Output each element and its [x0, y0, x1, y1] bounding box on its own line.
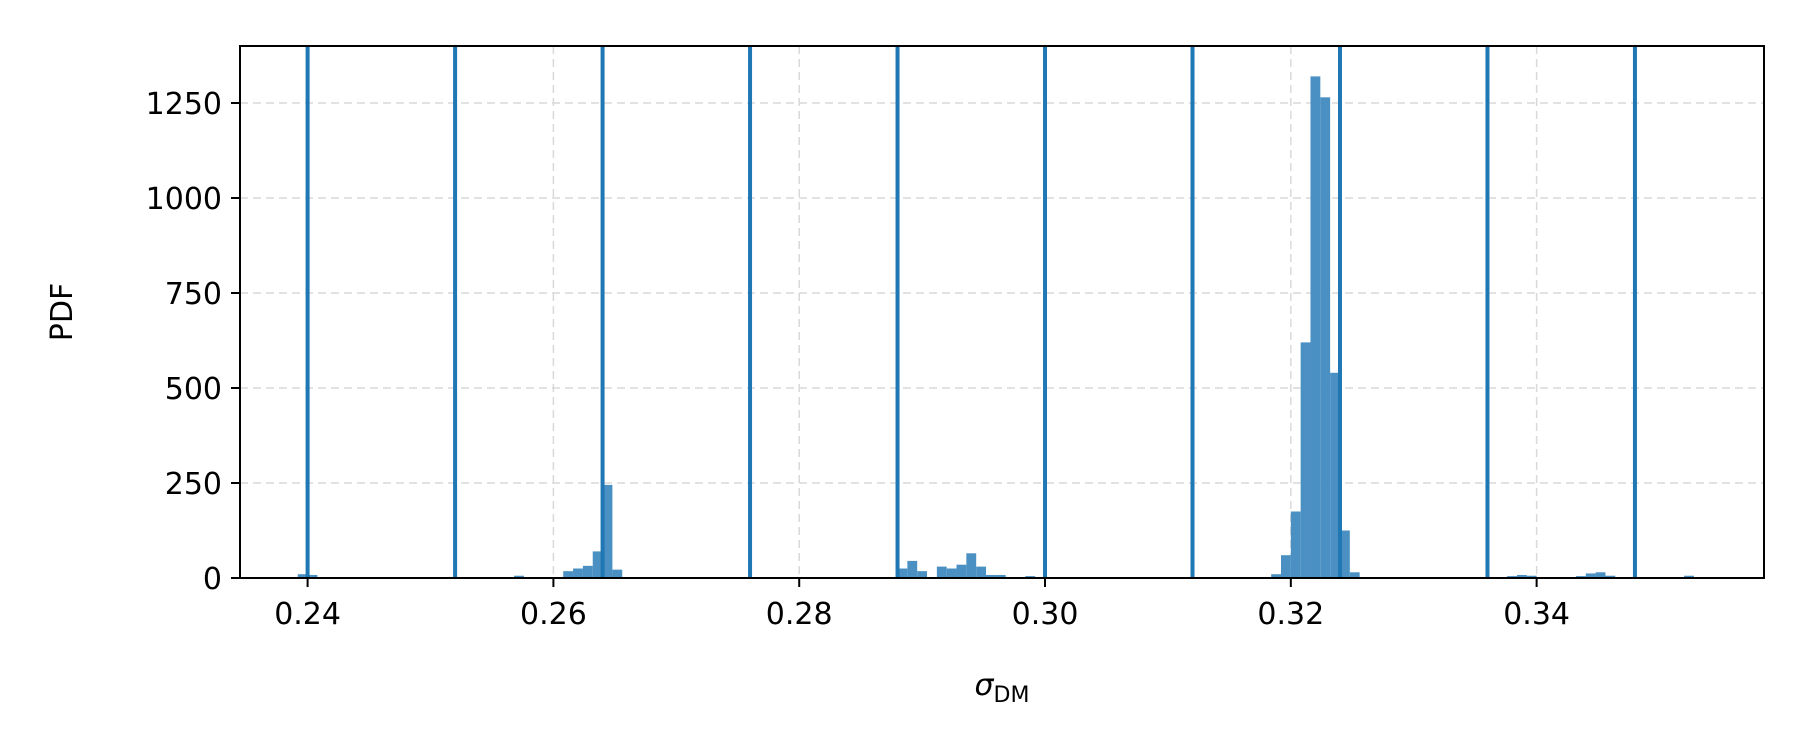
histogram-bar [297, 574, 308, 578]
histogram-bar [1339, 530, 1350, 578]
histogram-bar [1516, 574, 1527, 578]
histogram-bar [1280, 555, 1291, 578]
histogram-bar [1320, 97, 1331, 579]
histogram-bar [1330, 372, 1340, 578]
vertical-lines [305, 46, 1637, 578]
histogram-bar [1684, 575, 1694, 578]
histogram-bar [612, 569, 623, 578]
histogram-bar [976, 566, 987, 578]
histogram-bar [917, 571, 928, 578]
x-axis-label-subscript: DM [994, 683, 1030, 708]
x-tick-label: 0.26 [520, 597, 587, 632]
histogram-bar [592, 551, 603, 578]
histogram-bar [897, 568, 908, 578]
histogram-bar [1271, 574, 1281, 578]
plot-frame [239, 45, 1765, 579]
histogram-bar [1349, 572, 1360, 578]
histogram-bar [1290, 511, 1301, 578]
histogram-bar [514, 575, 524, 578]
y-tick-label: 750 [165, 277, 222, 312]
y-tick-label: 0 [203, 562, 222, 597]
histogram-bars [297, 76, 1694, 579]
x-tick-label: 0.30 [1012, 597, 1079, 632]
x-axis-label-main: σ [975, 668, 995, 703]
x-tick-label: 0.32 [1257, 597, 1324, 632]
y-tick-label: 500 [165, 372, 222, 407]
histogram-bar [946, 568, 957, 578]
histogram-bar [966, 553, 977, 578]
histogram-bar [582, 565, 593, 578]
histogram-bar [1595, 572, 1606, 578]
histogram-bar [907, 560, 918, 578]
histogram-bar [602, 484, 613, 578]
y-axis-label: PDF [45, 283, 80, 341]
y-tick-label: 1250 [146, 87, 222, 122]
x-axis-label: σDM [975, 668, 1030, 708]
histogram-bar [956, 564, 967, 578]
histogram-bar [1310, 76, 1321, 579]
x-tick-label: 0.28 [766, 597, 833, 632]
x-tick-label: 0.34 [1503, 597, 1570, 632]
histogram-bar [1300, 342, 1311, 578]
histogram-bar [307, 574, 318, 578]
axis-ticks: 0.24 0.26 0.28 0.30 0.32 0.34 0 250 500 750 1000 12… [146, 87, 1570, 632]
histogram-bar [986, 574, 996, 578]
histogram-bar [1585, 573, 1596, 578]
histogram-bar [995, 574, 1006, 578]
histogram-bar [1526, 575, 1537, 578]
histogram-bar [573, 568, 583, 578]
histogram-bar [563, 571, 574, 578]
y-tick-label: 1000 [146, 182, 222, 217]
histogram-bar [936, 566, 947, 578]
x-tick-label: 0.24 [274, 597, 341, 632]
y-tick-label: 250 [165, 467, 222, 502]
histogram-bar [1605, 575, 1616, 578]
